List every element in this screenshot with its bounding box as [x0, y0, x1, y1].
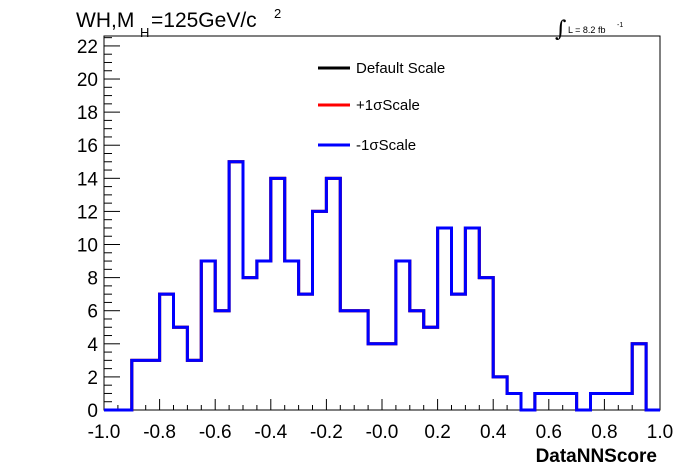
y-tick-label: 22 [77, 37, 98, 58]
legend-label-1: +1σScale [356, 97, 420, 114]
chart-title-superscript: 2 [274, 6, 281, 21]
y-tick-label: 6 [87, 302, 98, 323]
x-tick-label: -0.6 [199, 422, 232, 443]
y-axis-ticks: 0 2 4 6 8 10 12 14 16 18 20 22 [77, 37, 120, 422]
chart-title-rest: =125GeV/c [151, 9, 257, 32]
x-tick-label: -0.0 [366, 422, 399, 443]
y-tick-label: 4 [87, 335, 98, 356]
series-line-0 [104, 160, 660, 412]
histogram-series [104, 160, 660, 412]
legend-label-0: Default Scale [356, 60, 445, 77]
x-tick-label: -1.0 [88, 422, 121, 443]
x-tick-label: -0.2 [310, 422, 343, 443]
x-tick-label: 0.6 [536, 422, 562, 443]
lumi-integral-symbol: ∫ [555, 17, 567, 42]
chart-title-subscript: H [140, 25, 149, 40]
lumi-superscript: -1 [617, 22, 623, 29]
x-tick-label: -0.8 [143, 422, 176, 443]
x-tick-label: 1.0 [647, 422, 673, 443]
x-tick-label: 0.4 [480, 422, 507, 443]
y-tick-label: 12 [77, 202, 98, 223]
y-tick-label: 14 [77, 169, 99, 190]
y-tick-label: 16 [77, 136, 98, 157]
y-tick-label: 2 [87, 368, 98, 389]
lumi-label: L = 8.2 fb [568, 25, 605, 35]
y-tick-label: 18 [77, 103, 98, 124]
y-tick-label: 10 [77, 236, 98, 257]
series-line-1 [104, 160, 660, 412]
legend: Default Scale +1σScale -1σScale [318, 60, 445, 154]
x-tick-label: -0.4 [254, 422, 287, 443]
y-tick-label: 8 [87, 269, 98, 290]
x-axis-label: DataNNScore [536, 446, 657, 467]
x-tick-label: 0.2 [424, 422, 450, 443]
chart-title-main: WH,M [76, 9, 134, 32]
x-axis-ticks: -1.0 -0.8 -0.6 -0.4 -0.2 -0.0 0.2 0.4 0.6 0.8 1.0 [88, 399, 673, 443]
series-line-2 [104, 160, 660, 412]
y-tick-label: 20 [77, 70, 98, 91]
y-tick-label: 0 [87, 401, 98, 422]
x-tick-label: 0.8 [591, 422, 617, 443]
legend-label-2: -1σScale [356, 137, 416, 154]
